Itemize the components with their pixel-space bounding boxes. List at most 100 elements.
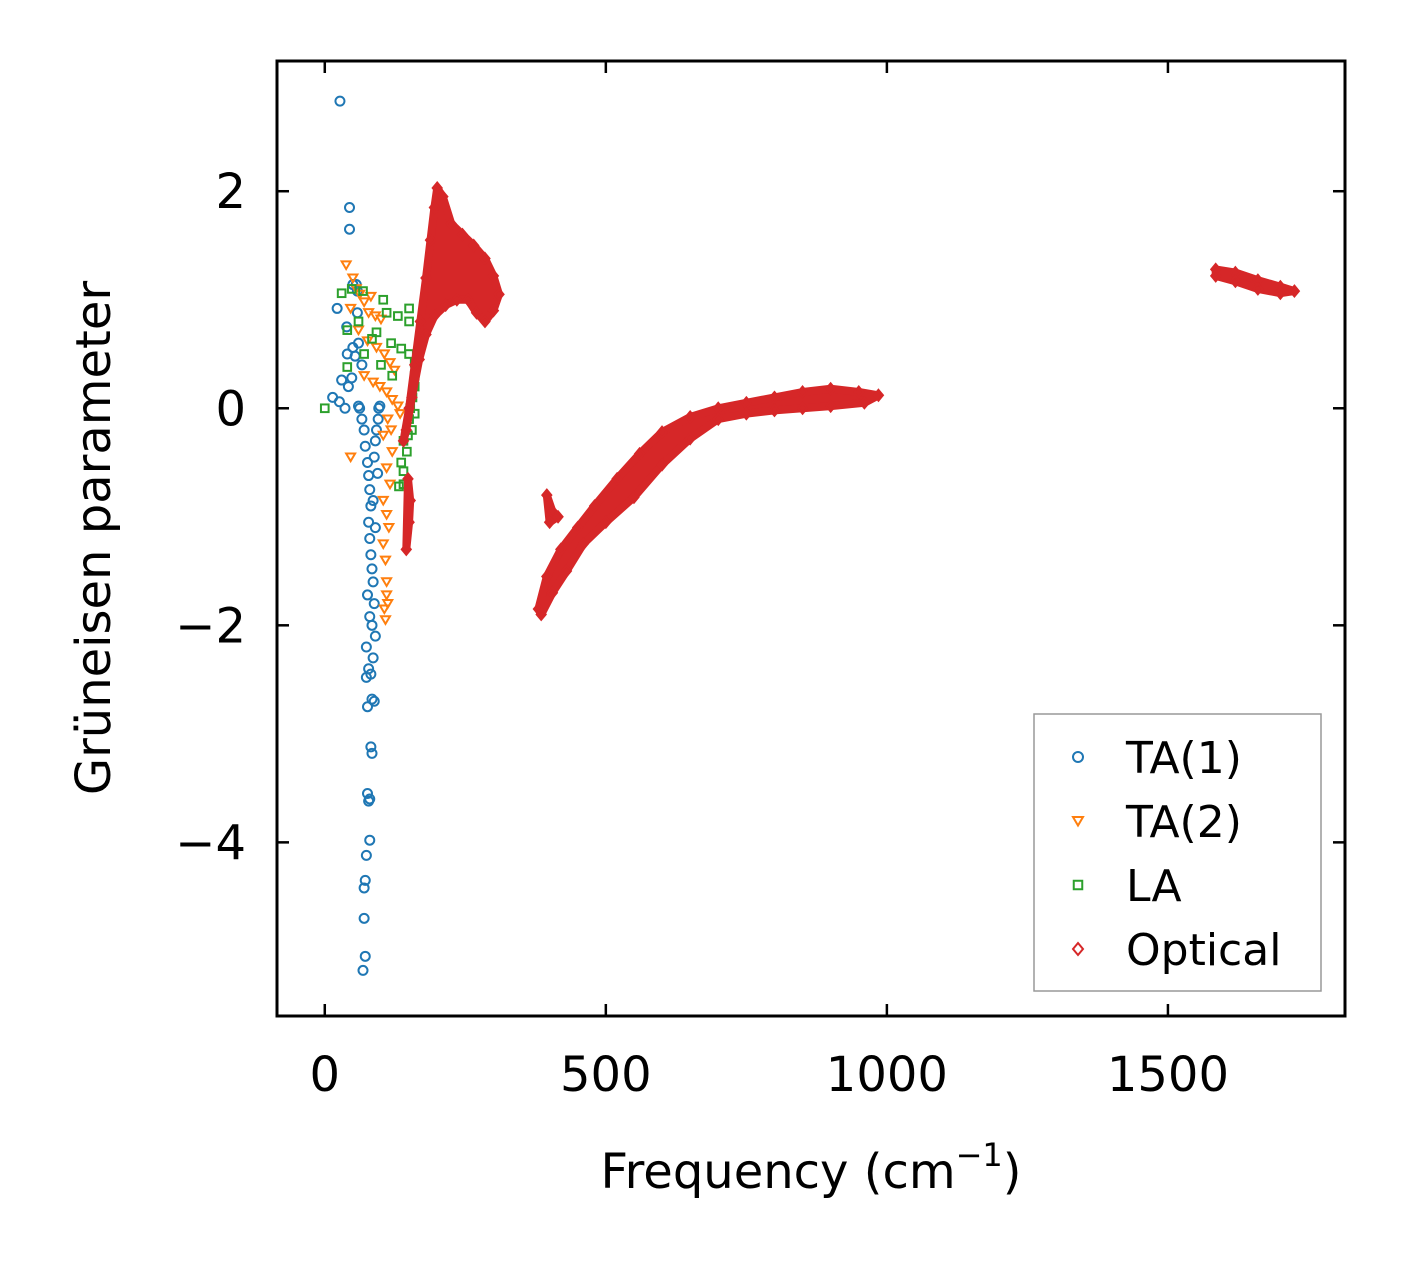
y-axis-label: Grüneisen parameter <box>66 281 122 796</box>
data-point <box>358 882 370 894</box>
data-point <box>555 542 567 557</box>
legend-marker <box>1072 879 1084 891</box>
data-point <box>656 425 668 440</box>
data-point <box>367 495 379 507</box>
series-optical <box>397 181 1301 622</box>
data-point <box>366 693 378 705</box>
data-point <box>546 585 559 600</box>
y-tick-label: −2 <box>175 598 246 654</box>
data-point <box>342 362 353 372</box>
data-point <box>369 435 381 447</box>
data-point <box>684 431 696 446</box>
data-point <box>381 599 394 610</box>
legend-marker <box>1072 751 1084 763</box>
data-point <box>357 371 371 382</box>
data-point <box>380 463 393 474</box>
y-tick-label: 0 <box>215 381 246 437</box>
data-point <box>376 495 390 507</box>
data-point <box>479 251 491 266</box>
data-point <box>342 381 354 393</box>
data-point <box>535 607 547 622</box>
data-point <box>360 641 372 653</box>
data-point <box>361 589 373 601</box>
data-point <box>356 413 368 425</box>
legend-label: LA <box>1126 861 1182 912</box>
data-point <box>367 576 379 588</box>
data-point <box>376 360 386 370</box>
data-point <box>364 291 378 303</box>
data-point <box>369 522 381 534</box>
data-point <box>656 457 668 472</box>
data-point <box>382 523 396 534</box>
y-axis-ticks: 2 0 −2 −4 <box>175 164 1345 871</box>
data-point <box>431 181 444 195</box>
data-point <box>383 358 397 369</box>
legend-label: TA(1) <box>1125 733 1242 784</box>
series-la <box>319 284 420 492</box>
data-point <box>543 515 556 530</box>
data-point <box>339 260 353 272</box>
data-point <box>479 314 491 329</box>
data-point <box>379 555 392 567</box>
data-point <box>363 795 375 807</box>
legend: TA(1) TA(2) LA Optical <box>1033 713 1322 992</box>
data-point <box>541 569 553 584</box>
data-point <box>398 466 409 477</box>
data-point <box>404 316 414 327</box>
data-point <box>352 325 365 337</box>
data-point <box>824 381 837 396</box>
data-point <box>393 409 407 420</box>
data-point <box>414 314 427 329</box>
data-point <box>353 316 364 327</box>
data-point <box>354 402 366 414</box>
data-point <box>385 447 399 458</box>
x-tick-label: 1500 <box>1107 1047 1229 1103</box>
data-point <box>378 294 389 305</box>
data-point <box>400 423 413 437</box>
data-point <box>577 536 590 551</box>
data-point <box>396 457 407 468</box>
optical-band <box>399 184 503 445</box>
data-point <box>493 287 505 302</box>
data-point <box>344 303 357 315</box>
data-point <box>394 481 404 492</box>
data-point <box>1229 265 1242 280</box>
data-point <box>381 307 392 318</box>
data-point <box>796 401 809 416</box>
data-point <box>413 352 426 367</box>
data-point <box>368 598 380 610</box>
data-point <box>428 309 441 323</box>
data-point <box>420 271 432 286</box>
x-axis-ticks: 0 500 1000 1500 <box>310 61 1229 1103</box>
data-point <box>420 327 432 342</box>
data-point <box>1229 274 1242 289</box>
series-ta-2 <box>339 260 407 626</box>
data-point <box>370 342 383 354</box>
data-point <box>487 303 500 318</box>
data-point <box>346 273 360 285</box>
data-point <box>363 516 375 528</box>
data-point <box>336 374 348 386</box>
data-point <box>331 302 343 314</box>
data-point <box>358 424 370 436</box>
data-point <box>336 288 347 299</box>
data-point <box>366 563 378 575</box>
data-point <box>439 298 452 313</box>
data-point <box>393 311 403 321</box>
data-point <box>396 343 407 354</box>
data-point <box>356 359 368 371</box>
data-point <box>388 365 401 377</box>
data-point <box>359 874 371 886</box>
data-point <box>366 747 378 759</box>
data-point <box>387 370 398 381</box>
legend-marker <box>1071 816 1085 828</box>
plot-frame <box>275 59 1347 1018</box>
data-point <box>456 227 469 242</box>
data-point <box>364 484 376 496</box>
data-point <box>383 479 397 491</box>
data-point <box>360 849 372 861</box>
data-point <box>424 233 437 248</box>
data-point <box>368 695 380 707</box>
data-point <box>374 314 388 326</box>
data-point <box>402 471 414 486</box>
